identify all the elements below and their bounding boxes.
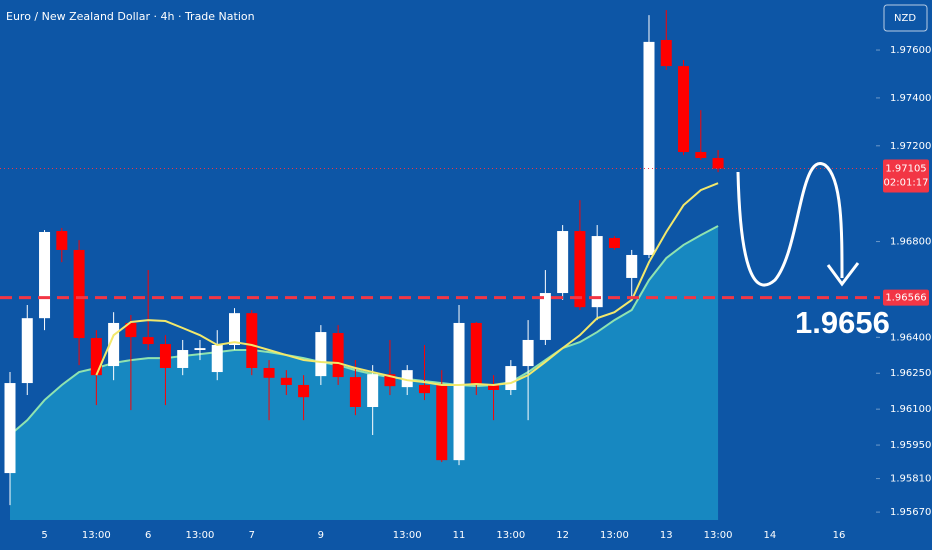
level-tag-label: 1.96566 (885, 293, 926, 304)
area-line (9, 225, 719, 436)
candle-body (643, 41, 655, 255)
candle-body (4, 383, 16, 474)
moving-average (95, 182, 719, 386)
y-tick-label: 1.97600 (890, 45, 931, 56)
y-tick-label: 1.96100 (890, 404, 931, 415)
y-tick-label: 1.95950 (890, 440, 931, 451)
candle-body (315, 332, 327, 377)
y-tick-label: 1.96400 (890, 332, 931, 343)
x-tick-label: 13 (660, 530, 673, 541)
candle-body (436, 384, 448, 461)
candle-body (453, 322, 465, 461)
candle-body (177, 350, 189, 368)
candle-body (159, 344, 171, 368)
candle-body (332, 333, 344, 378)
candle-body (695, 152, 707, 159)
plot-area (0, 10, 880, 521)
candle-body (39, 231, 51, 319)
candle-body (557, 231, 569, 294)
candle-body (194, 348, 206, 351)
candle-body (280, 377, 292, 385)
forecast-arrow (736, 161, 844, 287)
forecast-arrowhead (826, 262, 860, 287)
price-axis: 5 13:00 6 13:00 7 9 13:00 11 13:00 12 13:00 13 13:00… (41, 45, 931, 541)
x-tick-label: 13:00 (186, 530, 215, 541)
candle-body (522, 339, 534, 367)
candle-body (246, 313, 258, 368)
candle-body (505, 366, 517, 390)
candle-body (591, 236, 603, 308)
y-tick-label: 1.96250 (890, 368, 931, 379)
candle-body (712, 158, 724, 169)
candle-body (90, 338, 102, 376)
candle-body (470, 322, 482, 385)
candle-body (349, 377, 361, 407)
candle-body (263, 367, 275, 378)
price-tag-label: 1.97105 (885, 164, 926, 175)
level-tag (883, 289, 929, 306)
candle-body (384, 374, 396, 387)
candle-body (401, 370, 413, 388)
candle-body (678, 66, 690, 153)
candle-body (298, 384, 310, 398)
x-tick-label: 13:00 (496, 530, 525, 541)
candle-body (125, 322, 137, 338)
x-tick-label: 7 (249, 530, 255, 541)
x-tick-label: 16 (833, 530, 846, 541)
currency-label[interactable]: NZD (894, 13, 916, 24)
y-tick-label: 1.95670 (890, 507, 931, 518)
candle-body (574, 231, 586, 308)
candle-body (539, 293, 551, 340)
candle-body (56, 231, 68, 250)
y-tick-label: 1.97200 (890, 141, 931, 152)
candle-body (488, 384, 500, 390)
x-tick-label: 6 (145, 530, 151, 541)
x-tick-label: 12 (556, 530, 569, 541)
candle-body (73, 249, 85, 339)
candle-body (660, 39, 672, 67)
price-tag (883, 159, 929, 193)
x-tick-label: 13:00 (704, 530, 733, 541)
x-tick-label: 5 (41, 530, 47, 541)
x-tick-label: 13:00 (82, 530, 111, 541)
x-tick-label: 14 (764, 530, 777, 541)
candle-body (142, 337, 154, 345)
candle-body (211, 344, 223, 373)
level-callout: 1.9656 (795, 305, 890, 340)
x-tick-label: 13:00 (600, 530, 629, 541)
candle-body (229, 313, 241, 345)
x-tick-label: 9 (318, 530, 324, 541)
candle-body (367, 374, 379, 407)
candle-body (608, 237, 620, 249)
y-tick-label: 1.95810 (890, 474, 931, 485)
x-tick-label: 11 (453, 530, 466, 541)
candle-body (108, 322, 120, 367)
chart-title: Euro / New Zealand Dollar · 4h · Trade N… (6, 10, 255, 23)
candle-body (418, 384, 430, 394)
countdown: 02:01:17 (884, 178, 929, 189)
x-tick-label: 13:00 (393, 530, 422, 541)
y-tick-label: 1.97400 (890, 93, 931, 104)
y-tick-label: 1.96800 (890, 237, 931, 248)
candle-body (21, 318, 33, 384)
candle-body (626, 254, 638, 278)
currency-box[interactable] (883, 4, 928, 32)
